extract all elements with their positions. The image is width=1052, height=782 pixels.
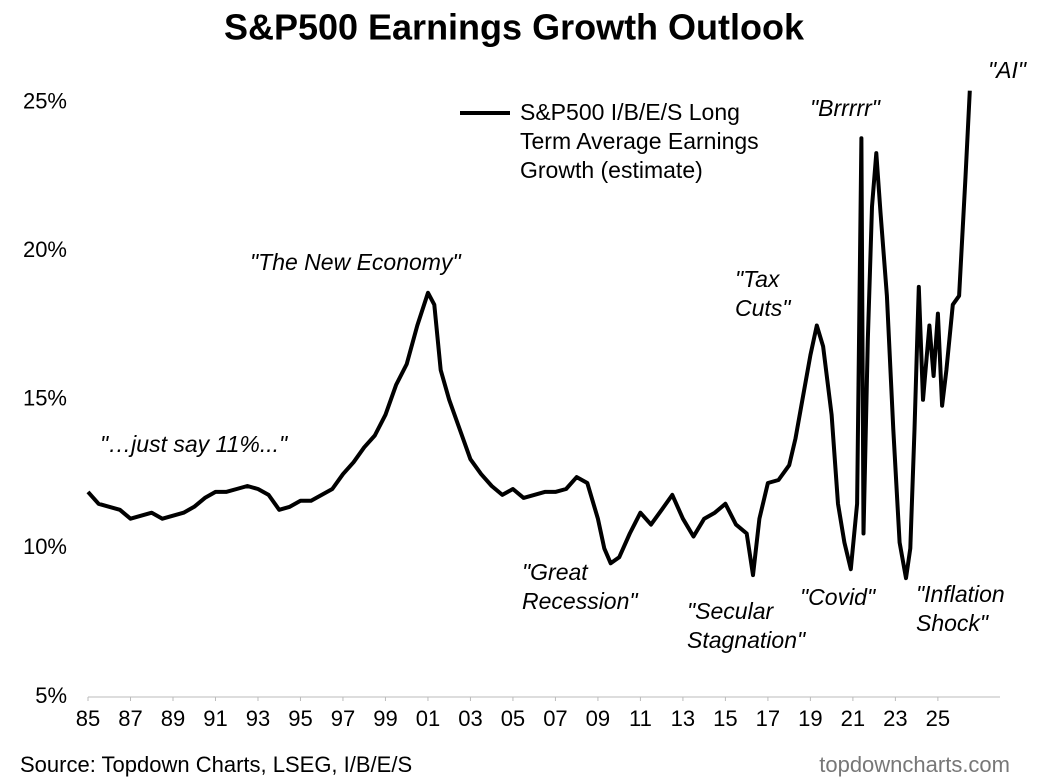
x-tick-label: 03	[458, 706, 482, 731]
x-tick-label: 09	[586, 706, 610, 731]
x-tick-label: 87	[118, 706, 142, 731]
x-tick-label: 85	[76, 706, 100, 731]
annotation: "Brrrrr"	[810, 95, 880, 121]
x-tick-label: 95	[288, 706, 312, 731]
x-tick-label: 91	[203, 706, 227, 731]
x-tick-label: 97	[331, 706, 355, 731]
y-tick-label: 15%	[23, 386, 67, 411]
y-tick-label: 20%	[23, 237, 67, 262]
x-tick-label: 21	[841, 706, 865, 731]
annotation: "Covid"	[800, 584, 876, 610]
x-tick-label: 07	[543, 706, 567, 731]
x-tick-label: 19	[798, 706, 822, 731]
annotation: "…just say 11%..."	[100, 431, 288, 457]
series-line	[86, 90, 972, 581]
x-tick-label: 05	[501, 706, 525, 731]
annotation: "Secular Stagnation"	[687, 598, 806, 653]
x-tick-label: 23	[883, 706, 907, 731]
annotation: "The New Economy"	[250, 249, 461, 275]
x-tick-label: 11	[629, 706, 652, 731]
watermark: topdowncharts.com	[819, 752, 1010, 777]
x-tick-label: 89	[161, 706, 185, 731]
annotation: "Inflation Shock"	[916, 581, 1005, 636]
x-tick-label: 15	[713, 706, 737, 731]
x-tick-label: 99	[373, 706, 397, 731]
x-tick-label: 01	[416, 706, 440, 731]
x-tick-label: 93	[246, 706, 270, 731]
y-tick-label: 10%	[23, 534, 67, 559]
annotation: "Great Recession"	[522, 559, 638, 614]
chart-title: S&P500 Earnings Growth Outlook	[224, 7, 805, 48]
annotation: "AI"	[988, 57, 1027, 83]
annotation: "Tax Cuts"	[735, 266, 791, 321]
y-tick-label: 5%	[35, 683, 67, 708]
source: Source: Topdown Charts, LSEG, I/B/E/S	[20, 752, 413, 777]
x-tick-label: 25	[926, 706, 950, 731]
y-tick-label: 25%	[23, 88, 67, 113]
x-tick-label: 17	[756, 706, 780, 731]
legend-label: S&P500 I/B/E/S Long Term Average Earning…	[520, 99, 759, 183]
x-tick-label: 13	[671, 706, 695, 731]
